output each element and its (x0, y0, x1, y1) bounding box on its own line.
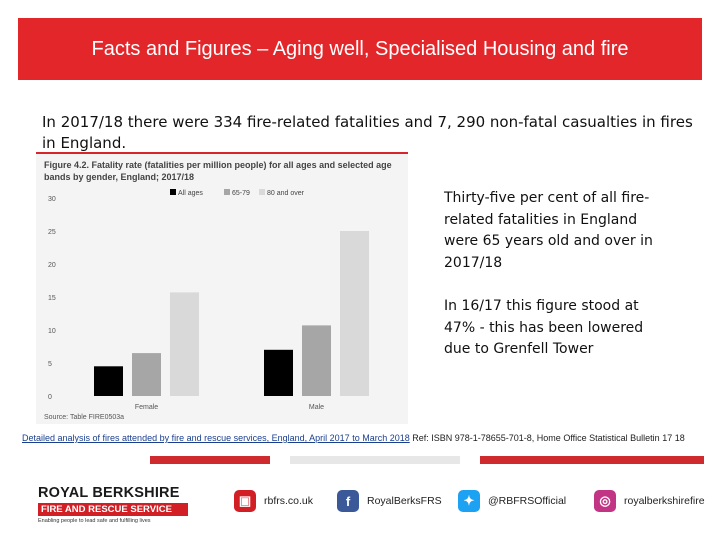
bar (94, 366, 123, 396)
side-text-grenfell: In 16/17 this figure stood at 47% - this… (444, 298, 644, 357)
social-website[interactable]: ▣ rbfrs.co.uk (234, 490, 313, 512)
x-category-label: Male (309, 404, 324, 411)
reference-link[interactable]: Detailed analysis of fires attended by f… (22, 433, 410, 443)
y-tick-label: 0 (48, 394, 52, 401)
decor-bar-grey (290, 456, 460, 464)
figure-panel: Figure 4.2. Fatality rate (fatalities pe… (36, 152, 408, 424)
slide-title-bar: Facts and Figures – Aging well, Speciali… (18, 18, 702, 80)
instagram-icon: ◎ (594, 490, 616, 512)
rbfrs-logo: ROYAL BERKSHIRE FIRE AND RESCUE SERVICE … (38, 486, 188, 524)
bar (170, 292, 199, 396)
social-facebook[interactable]: f RoyalBerksFRS (337, 490, 442, 512)
y-tick-label: 5 (48, 361, 52, 368)
slide-title: Facts and Figures – Aging well, Speciali… (91, 37, 629, 60)
logo-tagline: Enabling people to lead safe and fulfill… (38, 518, 151, 524)
logo-line-1: ROYAL BERKSHIRE (38, 485, 180, 501)
social-label-instagram: royalberkshirefire (624, 495, 705, 507)
bar (340, 231, 369, 396)
bar (264, 349, 293, 396)
legend-label: All ages (178, 190, 203, 197)
legend-swatch (170, 189, 176, 195)
facebook-icon: f (337, 490, 359, 512)
reference-note: Detailed analysis of fires attended by f… (22, 432, 712, 444)
y-tick-label: 10 (48, 328, 56, 335)
y-tick-label: 25 (48, 229, 56, 236)
legend-swatch (259, 189, 265, 195)
legend-label: 65-79 (232, 190, 250, 197)
twitter-icon: ✦ (458, 490, 480, 512)
social-instagram[interactable]: ◎ royalberkshirefire (594, 490, 705, 512)
y-tick-label: 20 (48, 262, 56, 269)
logo-line-2: FIRE AND RESCUE SERVICE (38, 503, 188, 516)
decor-bar-red-right (480, 456, 704, 464)
figure-title: Figure 4.2. Fatality rate (fatalities pe… (44, 160, 392, 182)
bar (132, 353, 161, 396)
x-category-label: Female (135, 404, 158, 411)
reference-details: Ref: ISBN 978-1-78655-701-8, Home Office… (409, 433, 685, 443)
figure-top-rule (36, 152, 408, 154)
social-label-facebook: RoyalBerksFRS (367, 495, 442, 507)
y-tick-label: 15 (48, 295, 56, 302)
legend-swatch (224, 189, 230, 195)
side-text-percent: Thirty-five per cent of all fire-related… (444, 190, 653, 271)
social-twitter[interactable]: ✦ @RBFRSOfficial (458, 490, 566, 512)
y-tick-label: 30 (48, 196, 56, 203)
intro-text: In 2017/18 there were 334 fire-related f… (42, 113, 693, 152)
social-label-twitter: @RBFRSOfficial (488, 495, 567, 507)
decor-bar-red-left (150, 456, 270, 464)
legend-label: 80 and over (267, 190, 305, 197)
bar (302, 325, 331, 396)
figure-source: Source: Table FIRE0503a (44, 414, 124, 421)
fatality-rate-chart: 0 5 10 15 20 25 30 All ages 65-79 80 and over Fema… (44, 189, 369, 421)
website-icon: ▣ (234, 490, 256, 512)
social-label-website: rbfrs.co.uk (264, 495, 314, 507)
